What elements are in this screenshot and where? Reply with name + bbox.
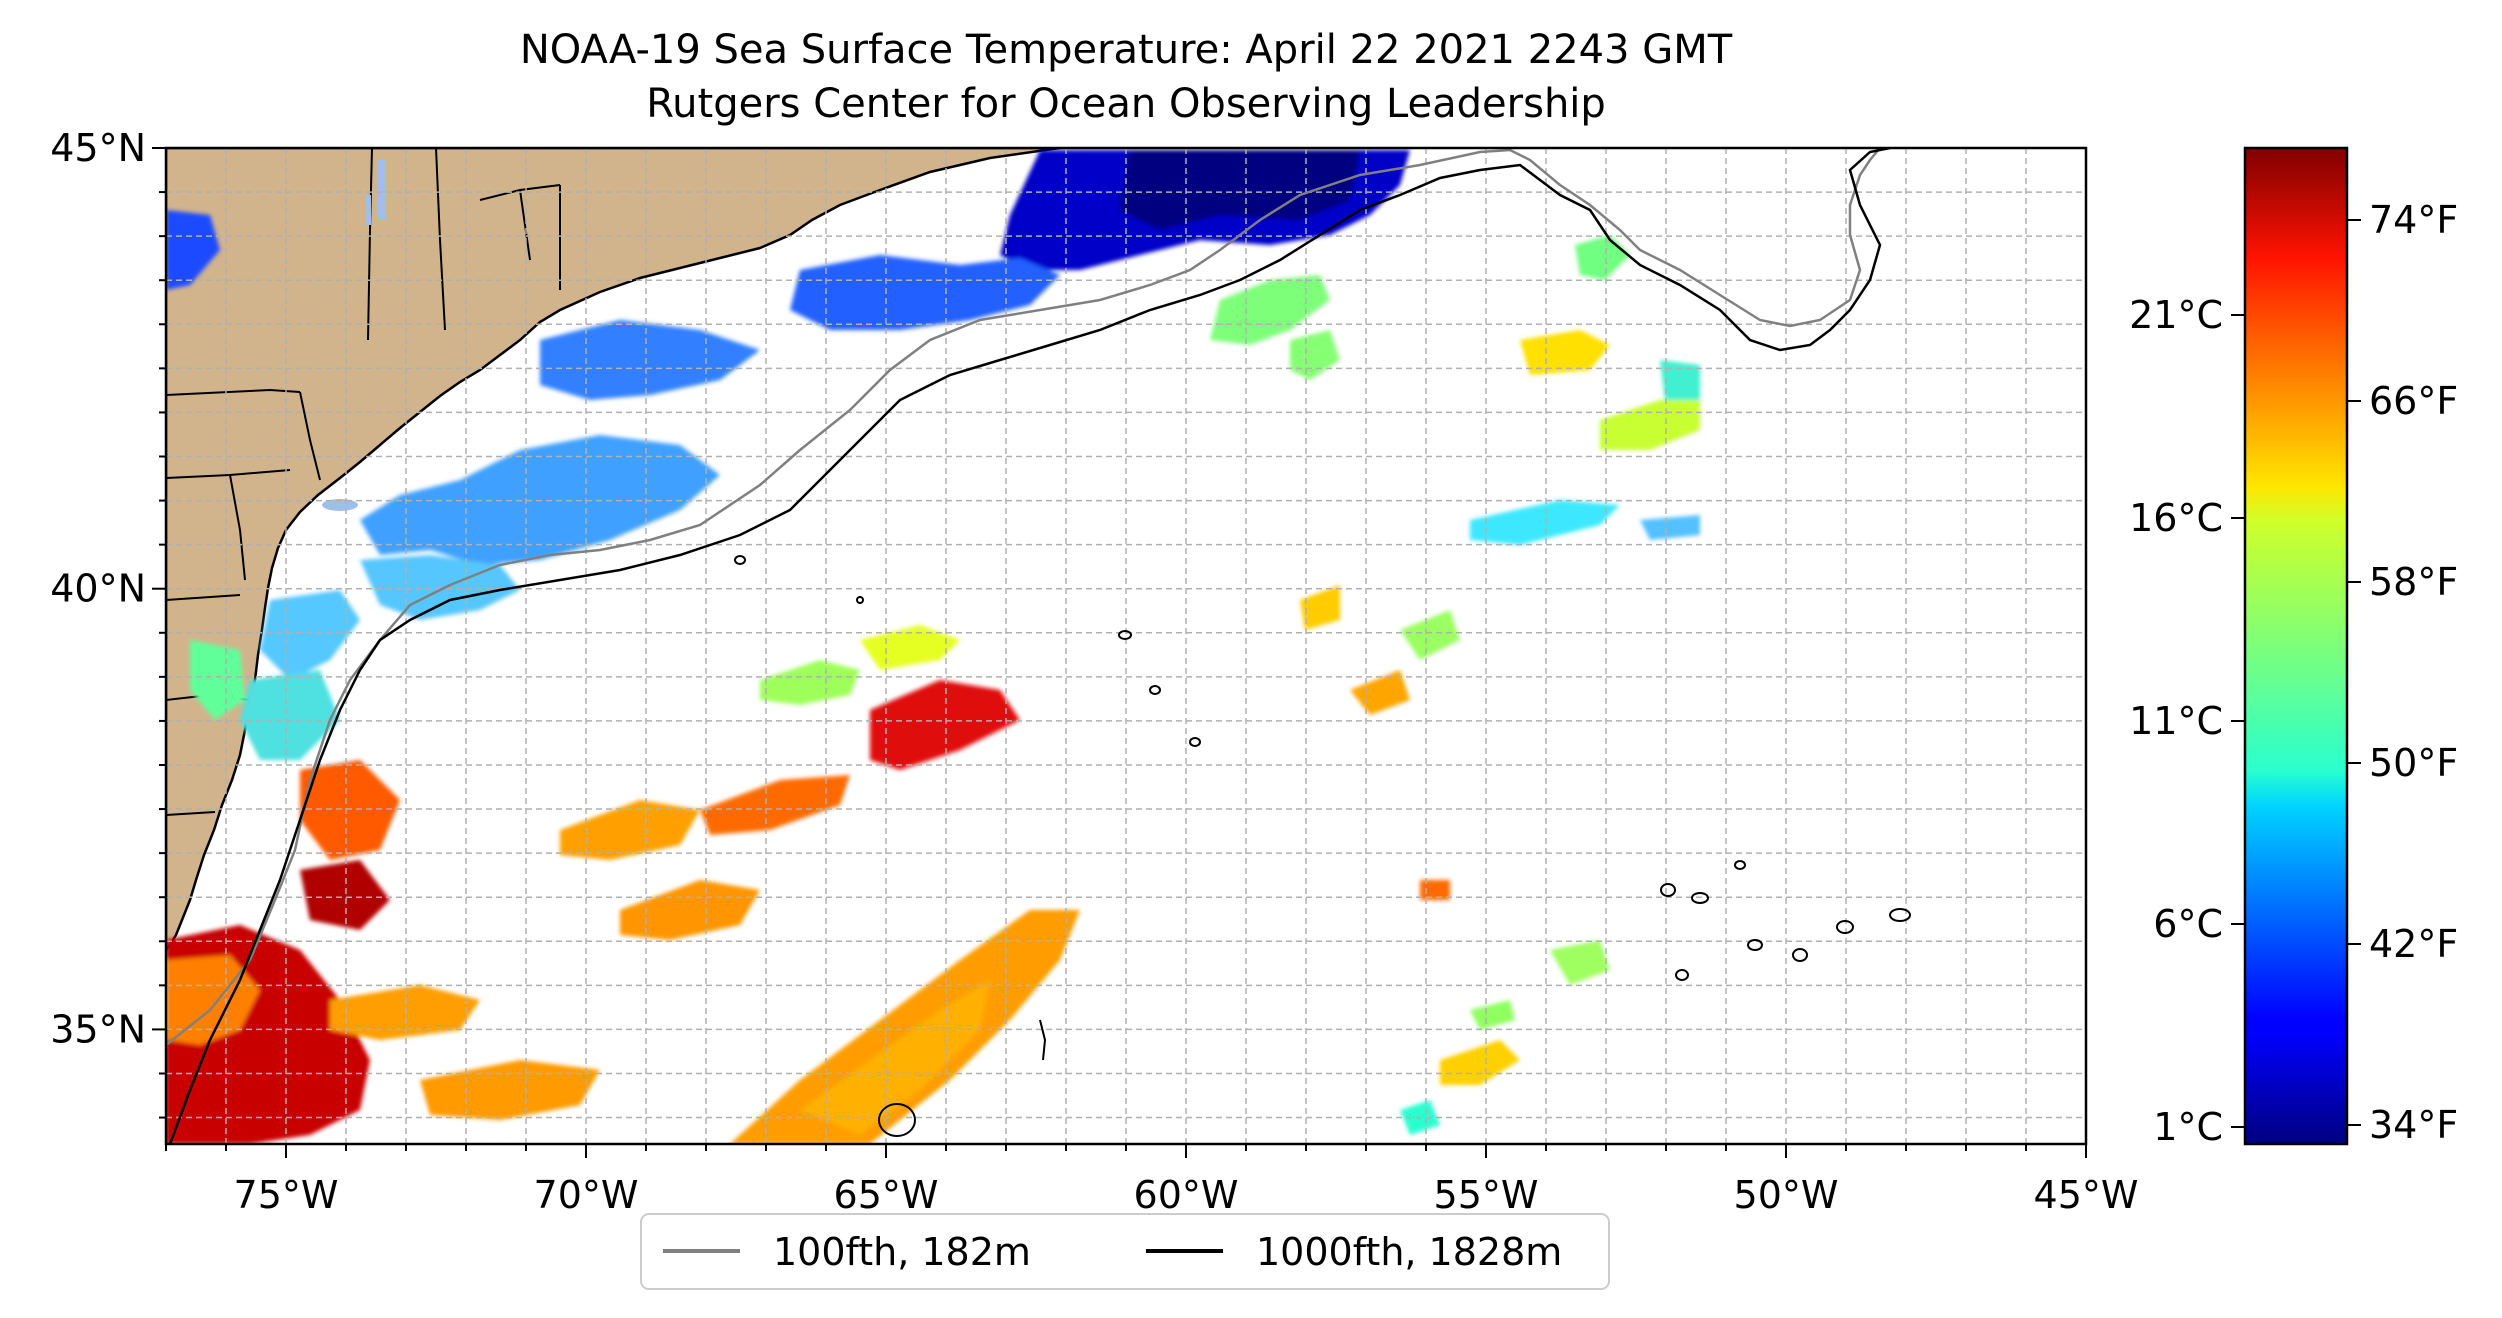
sst-data-layer [166, 150, 1700, 1144]
celsius-tick-label: 11°C [2129, 699, 2223, 743]
isobath-100fth [166, 148, 1881, 1046]
fahrenheit-tick-label: 66°F [2369, 379, 2458, 423]
legend-frame [640, 1213, 1610, 1290]
land-mass [166, 148, 1061, 953]
colorbar-celsius-ticks: 1°C 6°C 11°C 16°C 21°C [2129, 293, 2245, 1149]
celsius-tick-label: 16°C [2129, 496, 2223, 540]
fahrenheit-tick-label: 50°F [2369, 741, 2458, 785]
lat-tick-label: 45°N [50, 126, 146, 170]
chart-title: NOAA-19 Sea Surface Temperature: April 2… [519, 27, 1733, 73]
colorbar-gradient [2243, 146, 2349, 1146]
lat-tick-label: 35°N [50, 1007, 146, 1051]
legend: 100fth, 182m 1000fth, 1828m [640, 1213, 1610, 1290]
fahrenheit-tick-label: 58°F [2369, 560, 2458, 604]
lon-tick-label: 70°W [534, 1173, 639, 1217]
celsius-tick-label: 6°C [2153, 902, 2223, 946]
legend-label-1000fth: 1000fth, 1828m [1256, 1230, 1562, 1274]
colorbar: 1°C 6°C 11°C 16°C 21°C 34°F 42°F 50°F 58°F 66°F 7… [2129, 146, 2458, 1149]
lon-tick-label: 75°W [234, 1173, 339, 1217]
longitude-axis: 75°W 70°W 65°W 60°W 55°W 50°W 45°W [165, 1144, 2139, 1217]
lon-tick-label: 65°W [834, 1173, 939, 1217]
celsius-tick-label: 1°C [2153, 1105, 2223, 1149]
legend-label-100fth: 100fth, 182m [773, 1230, 1031, 1274]
lon-tick-label: 60°W [1134, 1173, 1239, 1217]
fahrenheit-tick-label: 42°F [2369, 922, 2458, 966]
isobath-1000fth [168, 148, 1891, 1144]
fahrenheit-tick-label: 74°F [2369, 198, 2458, 242]
lat-tick-label: 40°N [50, 567, 146, 611]
chart-subtitle: Rutgers Center for Ocean Observing Leade… [646, 81, 1606, 127]
celsius-tick-label: 21°C [2129, 293, 2223, 337]
fahrenheit-tick-label: 34°F [2369, 1103, 2458, 1147]
lon-tick-label: 45°W [2034, 1173, 2139, 1217]
state-borders [166, 148, 561, 816]
lon-tick-label: 55°W [1434, 1173, 1539, 1217]
lakes [322, 160, 386, 511]
gridlines [166, 148, 2086, 1144]
colorbar-fahrenheit-ticks: 34°F 42°F 50°F 58°F 66°F 74°F [2347, 198, 2458, 1147]
lon-tick-label: 50°W [1734, 1173, 1839, 1217]
seamount-contours [734, 555, 1911, 1137]
latitude-axis: 45°N 40°N 35°N [50, 126, 166, 1119]
